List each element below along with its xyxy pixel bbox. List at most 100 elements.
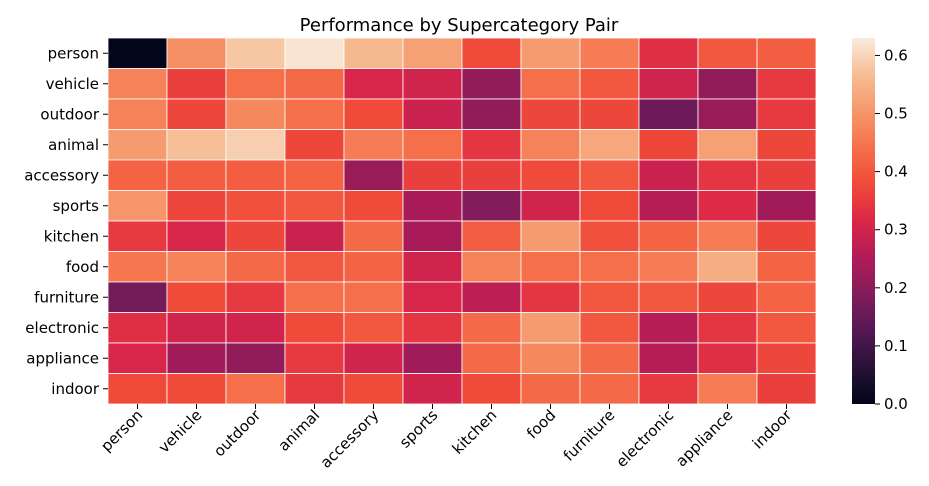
heatmap-cell-outdoor-sports — [402, 98, 463, 130]
heatmap-cell-electronic-animal — [284, 312, 345, 344]
heatmap-cell-furniture-vehicle — [166, 281, 227, 313]
heatmap-cell-person-vehicle — [166, 37, 227, 69]
heatmap-cell-kitchen-kitchen — [461, 220, 522, 252]
column-label-animal: animal — [275, 406, 324, 455]
colorbar-tick-label: 0.6 — [884, 46, 908, 64]
heatmap-cell-sports-animal — [284, 190, 345, 222]
heatmap-cell-food-appliance — [697, 251, 758, 283]
heatmap-cell-electronic-indoor — [756, 312, 817, 344]
heatmap-cell-electronic-electronic — [638, 312, 699, 344]
heatmap-cell-furniture-accessory — [343, 281, 404, 313]
heatmap-cell-indoor-animal — [284, 373, 345, 405]
heatmap-cell-outdoor-furniture — [579, 98, 640, 130]
heatmap-cell-person-outdoor — [225, 37, 286, 69]
heatmap-cell-outdoor-person — [107, 98, 168, 130]
heatmap-cell-appliance-person — [107, 342, 168, 374]
heatmap-cell-animal-vehicle — [166, 129, 227, 161]
heatmap-cell-animal-accessory — [343, 129, 404, 161]
heatmap-cell-food-indoor — [756, 251, 817, 283]
heatmap-cell-furniture-food — [520, 281, 581, 313]
heatmap-cell-person-appliance — [697, 37, 758, 69]
heatmap-cell-food-electronic — [638, 251, 699, 283]
colorbar-tick-label: 0.3 — [884, 221, 908, 239]
heatmap-cell-person-food — [520, 37, 581, 69]
heatmap-cell-electronic-outdoor — [225, 312, 286, 344]
heatmap-cell-indoor-furniture — [579, 373, 640, 405]
heatmap-cell-accessory-kitchen — [461, 159, 522, 191]
heatmap-cell-furniture-outdoor — [225, 281, 286, 313]
row-label-electronic: electronic — [25, 319, 99, 337]
heatmap-cell-accessory-person — [107, 159, 168, 191]
colorbar-tick-label: 0.1 — [884, 337, 908, 355]
heatmap-cell-food-animal — [284, 251, 345, 283]
heatmap-cell-person-furniture — [579, 37, 640, 69]
row-label-appliance: appliance — [26, 349, 99, 367]
colorbar-tick-label: 0.4 — [884, 163, 908, 181]
heatmap-cell-accessory-outdoor — [225, 159, 286, 191]
column-label-accessory: accessory — [317, 406, 383, 472]
heatmap-cell-outdoor-outdoor — [225, 98, 286, 130]
heatmap-cell-kitchen-furniture — [579, 220, 640, 252]
row-label-furniture: furniture — [34, 288, 99, 306]
colorbar-tick-label: 0.5 — [884, 105, 908, 123]
row-label-indoor: indoor — [51, 380, 100, 398]
heatmap-cell-animal-appliance — [697, 129, 758, 161]
heatmap-cell-animal-sports — [402, 129, 463, 161]
heatmap-cell-appliance-accessory — [343, 342, 404, 374]
heatmap-cell-appliance-kitchen — [461, 342, 522, 374]
row-label-vehicle: vehicle — [46, 75, 99, 93]
row-label-kitchen: kitchen — [44, 227, 99, 245]
column-label-food: food — [523, 406, 559, 442]
column-label-indoor: indoor — [749, 406, 796, 453]
row-label-animal: animal — [48, 136, 99, 154]
heatmap-cell-appliance-indoor — [756, 342, 817, 374]
heatmap-cell-furniture-kitchen — [461, 281, 522, 313]
heatmap-cell-vehicle-indoor — [756, 68, 817, 100]
heatmap-cell-appliance-animal — [284, 342, 345, 374]
column-label-appliance: appliance — [672, 406, 736, 470]
heatmap-cell-electronic-sports — [402, 312, 463, 344]
heatmap-cell-indoor-outdoor — [225, 373, 286, 405]
heatmap-cell-sports-appliance — [697, 190, 758, 222]
column-label-outdoor: outdoor — [210, 406, 265, 461]
row-label-sports: sports — [53, 197, 100, 215]
heatmap-cell-indoor-appliance — [697, 373, 758, 405]
heatmap-cell-vehicle-animal — [284, 68, 345, 100]
heatmap-cell-outdoor-appliance — [697, 98, 758, 130]
heatmap-cell-outdoor-accessory — [343, 98, 404, 130]
column-label-furniture: furniture — [560, 406, 619, 465]
heatmap-cell-food-furniture — [579, 251, 640, 283]
heatmap-cell-indoor-food — [520, 373, 581, 405]
heatmap-cell-indoor-accessory — [343, 373, 404, 405]
heatmap-cell-sports-electronic — [638, 190, 699, 222]
colorbar-tick-label: 0.0 — [884, 395, 908, 413]
heatmap-cell-person-animal — [284, 37, 345, 69]
heatmap-cell-vehicle-outdoor — [225, 68, 286, 100]
heatmap-cell-kitchen-animal — [284, 220, 345, 252]
heatmap-cell-food-sports — [402, 251, 463, 283]
heatmap-cell-indoor-vehicle — [166, 373, 227, 405]
heatmap-cell-accessory-appliance — [697, 159, 758, 191]
heatmap-cell-sports-outdoor — [225, 190, 286, 222]
heatmap-cell-furniture-animal — [284, 281, 345, 313]
heatmap-cell-outdoor-indoor — [756, 98, 817, 130]
heatmap-cell-food-kitchen — [461, 251, 522, 283]
column-label-sports: sports — [396, 406, 442, 452]
heatmap-cell-kitchen-person — [107, 220, 168, 252]
heatmap-cell-furniture-sports — [402, 281, 463, 313]
heatmap-cell-accessory-food — [520, 159, 581, 191]
heatmap-cell-vehicle-accessory — [343, 68, 404, 100]
heatmap-cell-food-vehicle — [166, 251, 227, 283]
heatmap-cell-outdoor-vehicle — [166, 98, 227, 130]
heatmap-cell-indoor-sports — [402, 373, 463, 405]
heatmap-cell-animal-electronic — [638, 129, 699, 161]
colorbar-tick-label: 0.2 — [884, 279, 908, 297]
heatmap-cell-person-person — [107, 37, 168, 69]
heatmap-cell-appliance-electronic — [638, 342, 699, 374]
heatmap-cell-furniture-furniture — [579, 281, 640, 313]
heatmap-cell-electronic-person — [107, 312, 168, 344]
row-labels: person vehicle outdoor animal accessory sport… — [24, 44, 108, 398]
heatmap-cell-animal-outdoor — [225, 129, 286, 161]
